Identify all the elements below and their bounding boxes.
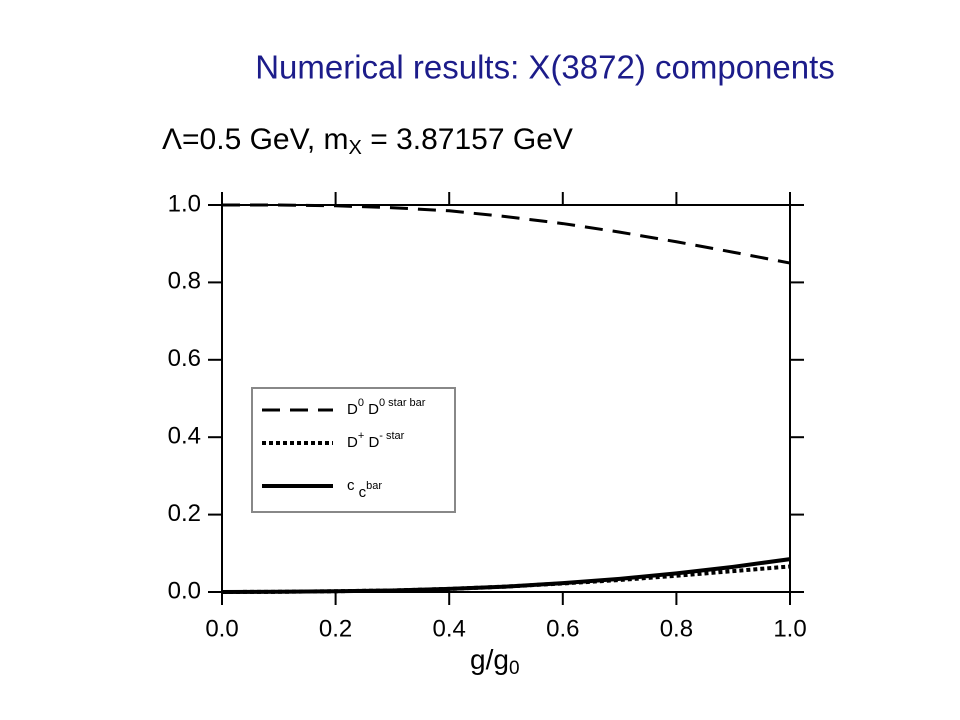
legend-sup: 0 star bar <box>379 397 426 409</box>
x-label-subscript: 0 <box>509 658 520 679</box>
y-tick-label: 0.4 <box>168 423 201 450</box>
legend-text: D <box>364 401 379 418</box>
subtitle-text: Λ=0.5 GeV, m <box>162 123 349 156</box>
y-tick-label: 1.0 <box>168 190 201 217</box>
legend-sup: 0 <box>358 397 364 409</box>
x-tick-label: 0.2 <box>319 615 352 642</box>
x-tick-label: 1.0 <box>773 615 806 642</box>
x-tick-label: 0.0 <box>205 615 238 642</box>
subtitle-tail: = 3.87157 GeV <box>362 123 573 156</box>
plot-frame <box>221 204 791 593</box>
legend-text: D <box>347 434 358 451</box>
x-tick-label: 0.8 <box>660 615 693 642</box>
legend-text: D <box>347 401 358 418</box>
legend-text: D <box>364 434 379 451</box>
legend-sup: + <box>358 430 364 442</box>
x-tick-label: 0.4 <box>433 615 466 642</box>
legend-label: D+ D- star <box>347 430 405 451</box>
series-line <box>221 557 791 594</box>
x-tick-label: 0.6 <box>546 615 579 642</box>
legend-label: D0 D0 star bar <box>347 397 426 418</box>
x-axis-label: g/g0 <box>470 644 520 679</box>
subtitle-subscript: X <box>349 137 362 159</box>
legend-sup: - star <box>379 430 404 442</box>
y-tick-label: 0.2 <box>168 500 201 527</box>
legend-text: c <box>355 484 367 501</box>
y-tick-label: 0.0 <box>168 577 201 604</box>
legend-sup: bar <box>366 480 382 492</box>
x-label-text: g/g <box>470 644 509 675</box>
subtitle: Λ=0.5 GeV, mX = 3.87157 GeV <box>162 123 573 159</box>
series-line <box>222 203 791 265</box>
legend-box <box>251 387 456 513</box>
slide-title: Numerical results: X(3872) components <box>255 49 835 86</box>
y-tick-label: 0.8 <box>168 268 201 295</box>
legend-text: c <box>347 477 355 494</box>
y-tick-label: 0.6 <box>168 345 201 372</box>
legend-label: c cbar <box>347 477 382 501</box>
